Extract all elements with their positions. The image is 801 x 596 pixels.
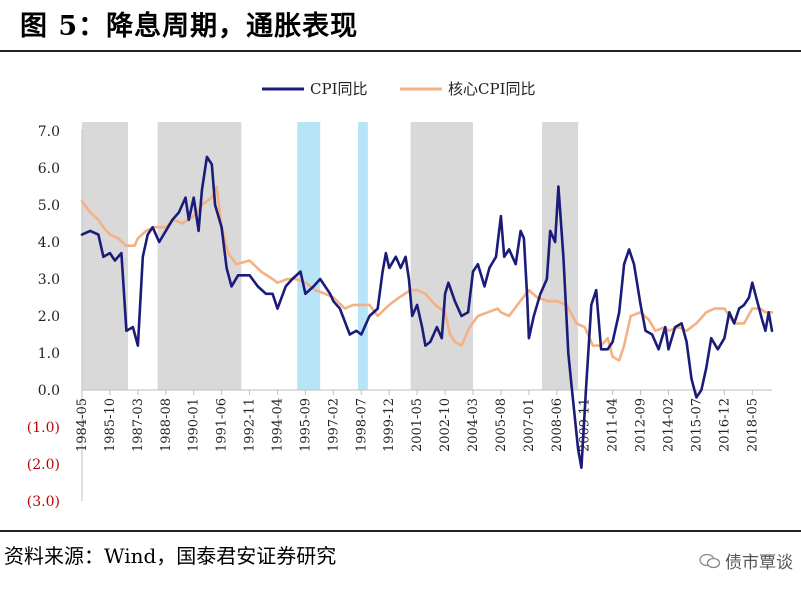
x-tick-label: 2001-05	[410, 398, 425, 452]
core-cpi-yoy-line	[80, 185, 774, 362]
y-tick-label: 3.0	[38, 272, 60, 288]
y-tick-label: 1.0	[38, 346, 60, 362]
watermark: 债市覃谈	[699, 548, 793, 573]
x-tick-label: 2009-11	[578, 398, 593, 452]
source-note: 资料来源：Wind，国泰君安证券研究	[4, 544, 337, 568]
series-lines	[80, 155, 774, 469]
y-tick-label: (2.0)	[27, 457, 60, 473]
x-tick-label: 2007-01	[522, 398, 537, 452]
x-tick-label: 1988-08	[159, 398, 174, 452]
y-tick-label: 6.0	[38, 161, 60, 177]
x-tick-label: 2015-07	[689, 398, 704, 452]
shaded-region-2	[297, 122, 321, 390]
x-tick-label: 1991-06	[215, 398, 230, 452]
x-tick-label: 2004-03	[466, 398, 481, 452]
shaded-region-1	[157, 122, 242, 390]
y-tick-label: 5.0	[38, 198, 60, 214]
x-tick-label: 1985-10	[103, 398, 118, 452]
x-tick-label: 2011-04	[606, 398, 621, 452]
x-tick-label: 2014-02	[662, 398, 677, 452]
legend-label: 核心CPI同比	[448, 80, 536, 98]
top-divider	[0, 50, 801, 52]
y-tick-label: (1.0)	[27, 420, 60, 436]
x-tick-label: 1987-03	[131, 398, 146, 452]
x-tick-label: 2002-10	[438, 398, 453, 452]
x-tick-label: 2016-12	[717, 398, 732, 452]
x-tick-label: 1992-11	[243, 398, 258, 452]
x-tick-label: 2005-08	[494, 398, 509, 452]
figure-title: 图 5：降息周期，通胀表现	[20, 11, 359, 42]
wechat-icon	[699, 553, 721, 568]
watermark-text: 债市覃谈	[725, 553, 793, 573]
y-tick-label: 4.0	[38, 235, 60, 251]
x-tick-label: 1990-01	[187, 398, 202, 452]
x-tick-label: 1995-09	[298, 398, 313, 452]
y-tick-label: 7.0	[38, 124, 60, 140]
legend-label: CPI同比	[310, 80, 368, 98]
y-tick-label: (3.0)	[27, 494, 60, 510]
x-tick-label: 1998-07	[354, 398, 369, 452]
x-tick-label: 1994-04	[271, 398, 286, 452]
y-tick-label: 2.0	[38, 309, 60, 325]
x-axis: 1984-05 1985-10 1987-03 1988-08 1990-01 1991-…	[75, 389, 772, 452]
y-axis: 7.0 6.0 5.0 4.0 3.0 2.0 1.0 0.0 (1.0) (2.0) (3.0)	[27, 124, 83, 510]
bottom-divider	[0, 530, 801, 532]
shaded-region-4	[410, 122, 473, 390]
x-tick-label: 2012-09	[634, 398, 649, 452]
x-tick-label: 2008-06	[550, 398, 565, 452]
shaded-periods	[82, 122, 579, 390]
x-tick-label: 2018-05	[745, 398, 760, 452]
shaded-region-3	[358, 122, 368, 390]
legend: CPI同比 核心CPI同比	[262, 80, 536, 98]
cpi-yoy-line	[80, 155, 774, 469]
y-tick-label: 0.0	[38, 383, 60, 399]
x-tick-label: 1984-05	[75, 398, 90, 452]
x-tick-label: 1997-02	[326, 398, 341, 452]
cpi-line-chart: 7.06.05.04.03.02.01.00.0(1.0)(2.0)(3.0) …	[27, 80, 774, 510]
x-tick-label: 1999-12	[382, 398, 397, 452]
